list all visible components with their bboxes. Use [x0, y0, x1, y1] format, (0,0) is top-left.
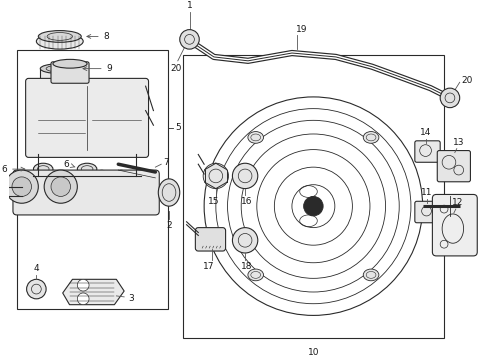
FancyBboxPatch shape — [432, 194, 477, 256]
Circle shape — [232, 163, 258, 189]
Ellipse shape — [40, 64, 79, 73]
Text: 4: 4 — [33, 265, 39, 274]
Text: 2: 2 — [166, 221, 172, 230]
FancyBboxPatch shape — [415, 141, 440, 162]
Text: 12: 12 — [452, 198, 464, 207]
Text: 19: 19 — [296, 24, 307, 33]
Circle shape — [232, 228, 258, 253]
Text: 9: 9 — [83, 64, 112, 73]
Text: 20: 20 — [462, 76, 473, 85]
Ellipse shape — [77, 163, 97, 175]
Text: 11: 11 — [421, 188, 432, 197]
Bar — [17, 50, 168, 309]
Text: 6: 6 — [64, 160, 75, 169]
Circle shape — [440, 88, 460, 108]
Ellipse shape — [38, 31, 81, 42]
Text: 3: 3 — [128, 294, 134, 303]
Text: 14: 14 — [420, 128, 431, 137]
FancyBboxPatch shape — [25, 78, 148, 157]
Ellipse shape — [248, 269, 264, 281]
Text: 6: 6 — [1, 165, 25, 174]
Circle shape — [44, 170, 77, 203]
Polygon shape — [63, 279, 124, 305]
Circle shape — [96, 170, 108, 182]
Circle shape — [304, 197, 323, 216]
Text: 5: 5 — [175, 123, 181, 132]
Ellipse shape — [248, 131, 264, 143]
Ellipse shape — [363, 269, 379, 281]
Circle shape — [47, 170, 59, 182]
Circle shape — [77, 279, 89, 291]
FancyBboxPatch shape — [51, 62, 89, 83]
Ellipse shape — [158, 179, 180, 206]
Text: 15: 15 — [208, 197, 220, 206]
Text: 16: 16 — [241, 197, 253, 206]
FancyBboxPatch shape — [437, 150, 470, 182]
Text: 13: 13 — [453, 138, 465, 147]
FancyBboxPatch shape — [415, 201, 440, 223]
Text: 10: 10 — [308, 348, 319, 357]
Text: 7: 7 — [163, 158, 169, 167]
Ellipse shape — [363, 131, 379, 143]
Bar — [183, 55, 444, 338]
Ellipse shape — [33, 163, 53, 175]
FancyBboxPatch shape — [196, 228, 225, 251]
Text: 8: 8 — [87, 32, 109, 41]
Text: 18: 18 — [241, 262, 253, 271]
Circle shape — [51, 177, 71, 197]
Bar — [40, 69, 79, 90]
Circle shape — [180, 30, 199, 49]
Circle shape — [203, 163, 228, 189]
FancyBboxPatch shape — [13, 170, 159, 215]
Circle shape — [5, 170, 38, 203]
Text: 20: 20 — [170, 64, 181, 73]
Circle shape — [12, 177, 31, 197]
Text: 17: 17 — [203, 262, 215, 271]
Ellipse shape — [53, 59, 87, 68]
Circle shape — [115, 170, 127, 182]
Circle shape — [26, 279, 46, 299]
Circle shape — [77, 293, 89, 305]
Text: 1: 1 — [187, 1, 193, 10]
Ellipse shape — [36, 33, 83, 49]
